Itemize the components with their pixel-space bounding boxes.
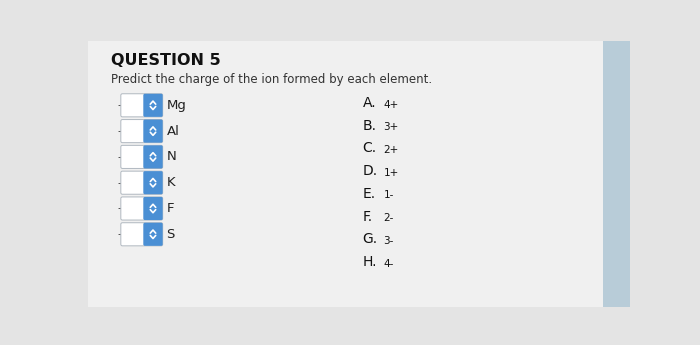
Text: QUESTION 5: QUESTION 5 bbox=[111, 53, 220, 68]
Text: E.: E. bbox=[363, 187, 376, 201]
Text: S: S bbox=[167, 228, 175, 241]
Text: C.: C. bbox=[363, 141, 377, 156]
Text: Predict the charge of the ion formed by each element.: Predict the charge of the ion formed by … bbox=[111, 73, 432, 86]
FancyBboxPatch shape bbox=[144, 197, 162, 220]
Text: G.: G. bbox=[363, 232, 378, 246]
FancyBboxPatch shape bbox=[145, 173, 147, 193]
FancyBboxPatch shape bbox=[145, 147, 147, 167]
Text: 2+: 2+ bbox=[384, 145, 399, 155]
FancyBboxPatch shape bbox=[145, 121, 147, 141]
Text: D.: D. bbox=[363, 164, 378, 178]
Text: F.: F. bbox=[363, 209, 372, 224]
FancyBboxPatch shape bbox=[145, 224, 147, 244]
Text: F: F bbox=[167, 202, 174, 215]
FancyBboxPatch shape bbox=[144, 145, 162, 168]
Text: 2-: 2- bbox=[384, 213, 394, 223]
Text: -: - bbox=[111, 178, 122, 188]
FancyBboxPatch shape bbox=[88, 41, 603, 307]
FancyBboxPatch shape bbox=[121, 197, 162, 220]
FancyBboxPatch shape bbox=[144, 120, 162, 142]
Text: 3-: 3- bbox=[384, 236, 394, 246]
Text: N: N bbox=[167, 150, 176, 164]
FancyBboxPatch shape bbox=[145, 95, 147, 115]
FancyBboxPatch shape bbox=[121, 223, 162, 246]
Text: Al: Al bbox=[167, 125, 179, 138]
FancyBboxPatch shape bbox=[144, 223, 162, 246]
Text: 1+: 1+ bbox=[384, 168, 399, 178]
FancyBboxPatch shape bbox=[145, 198, 147, 218]
Text: -: - bbox=[111, 100, 122, 110]
Text: H.: H. bbox=[363, 255, 377, 269]
FancyBboxPatch shape bbox=[121, 120, 162, 142]
FancyBboxPatch shape bbox=[121, 171, 162, 194]
Text: A.: A. bbox=[363, 96, 377, 110]
Text: K: K bbox=[167, 176, 175, 189]
Text: 1-: 1- bbox=[384, 190, 394, 200]
Text: 3+: 3+ bbox=[384, 122, 399, 132]
FancyBboxPatch shape bbox=[121, 145, 162, 168]
Text: -: - bbox=[111, 126, 122, 136]
Text: -: - bbox=[111, 229, 122, 239]
Text: Mg: Mg bbox=[167, 99, 186, 112]
FancyBboxPatch shape bbox=[603, 41, 630, 307]
Text: B.: B. bbox=[363, 119, 377, 133]
Text: 4+: 4+ bbox=[384, 100, 399, 110]
FancyBboxPatch shape bbox=[144, 94, 162, 117]
Text: -: - bbox=[111, 204, 122, 214]
Text: -: - bbox=[111, 152, 122, 162]
Text: 4-: 4- bbox=[384, 258, 394, 268]
FancyBboxPatch shape bbox=[121, 94, 162, 117]
FancyBboxPatch shape bbox=[144, 171, 162, 194]
